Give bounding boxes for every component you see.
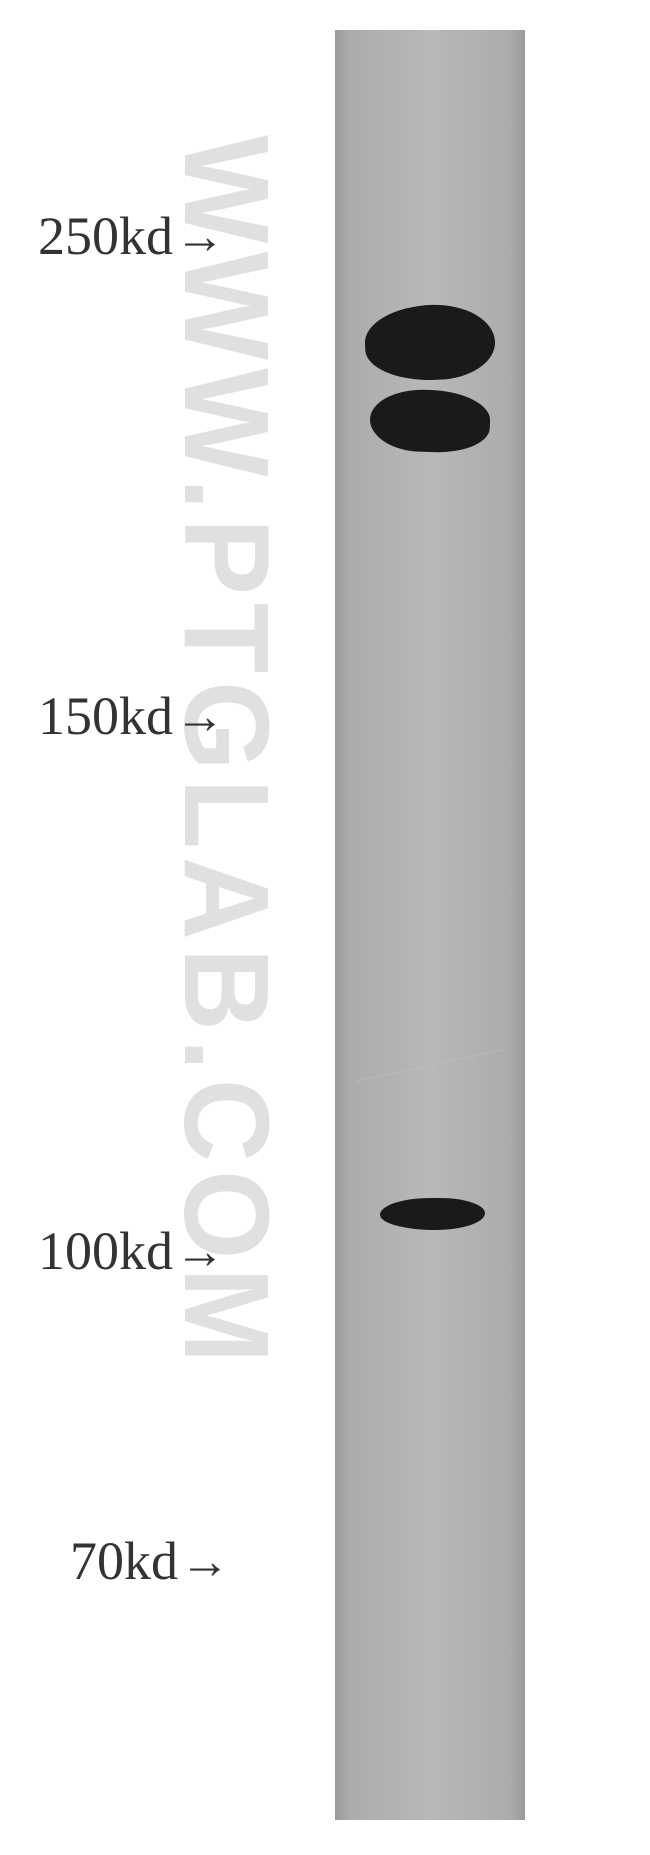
blot-lane: [335, 30, 525, 1820]
lane-artifact: [357, 1049, 504, 1081]
arrow-icon: →: [175, 687, 225, 745]
band-lower: [380, 1198, 485, 1230]
arrow-icon: →: [180, 1532, 230, 1590]
marker-70kd: 70kd→: [70, 1530, 230, 1592]
marker-label-text: 150kd: [38, 685, 173, 747]
marker-label-text: 70kd: [70, 1530, 178, 1592]
marker-150kd: 150kd→: [38, 685, 225, 747]
marker-label-text: 250kd: [38, 205, 173, 267]
arrow-icon: →: [175, 207, 225, 265]
band-upper-2: [369, 388, 491, 454]
marker-100kd: 100kd→: [38, 1220, 225, 1282]
arrow-icon: →: [175, 1222, 225, 1280]
western-blot-figure: WWW.PTGLAB.COM 250kd→ 150kd→ 100kd→ 70kd…: [0, 0, 650, 1855]
band-upper-1: [364, 303, 497, 382]
marker-label-text: 100kd: [38, 1220, 173, 1282]
watermark-text: WWW.PTGLAB.COM: [157, 135, 296, 1371]
marker-250kd: 250kd→: [38, 205, 225, 267]
